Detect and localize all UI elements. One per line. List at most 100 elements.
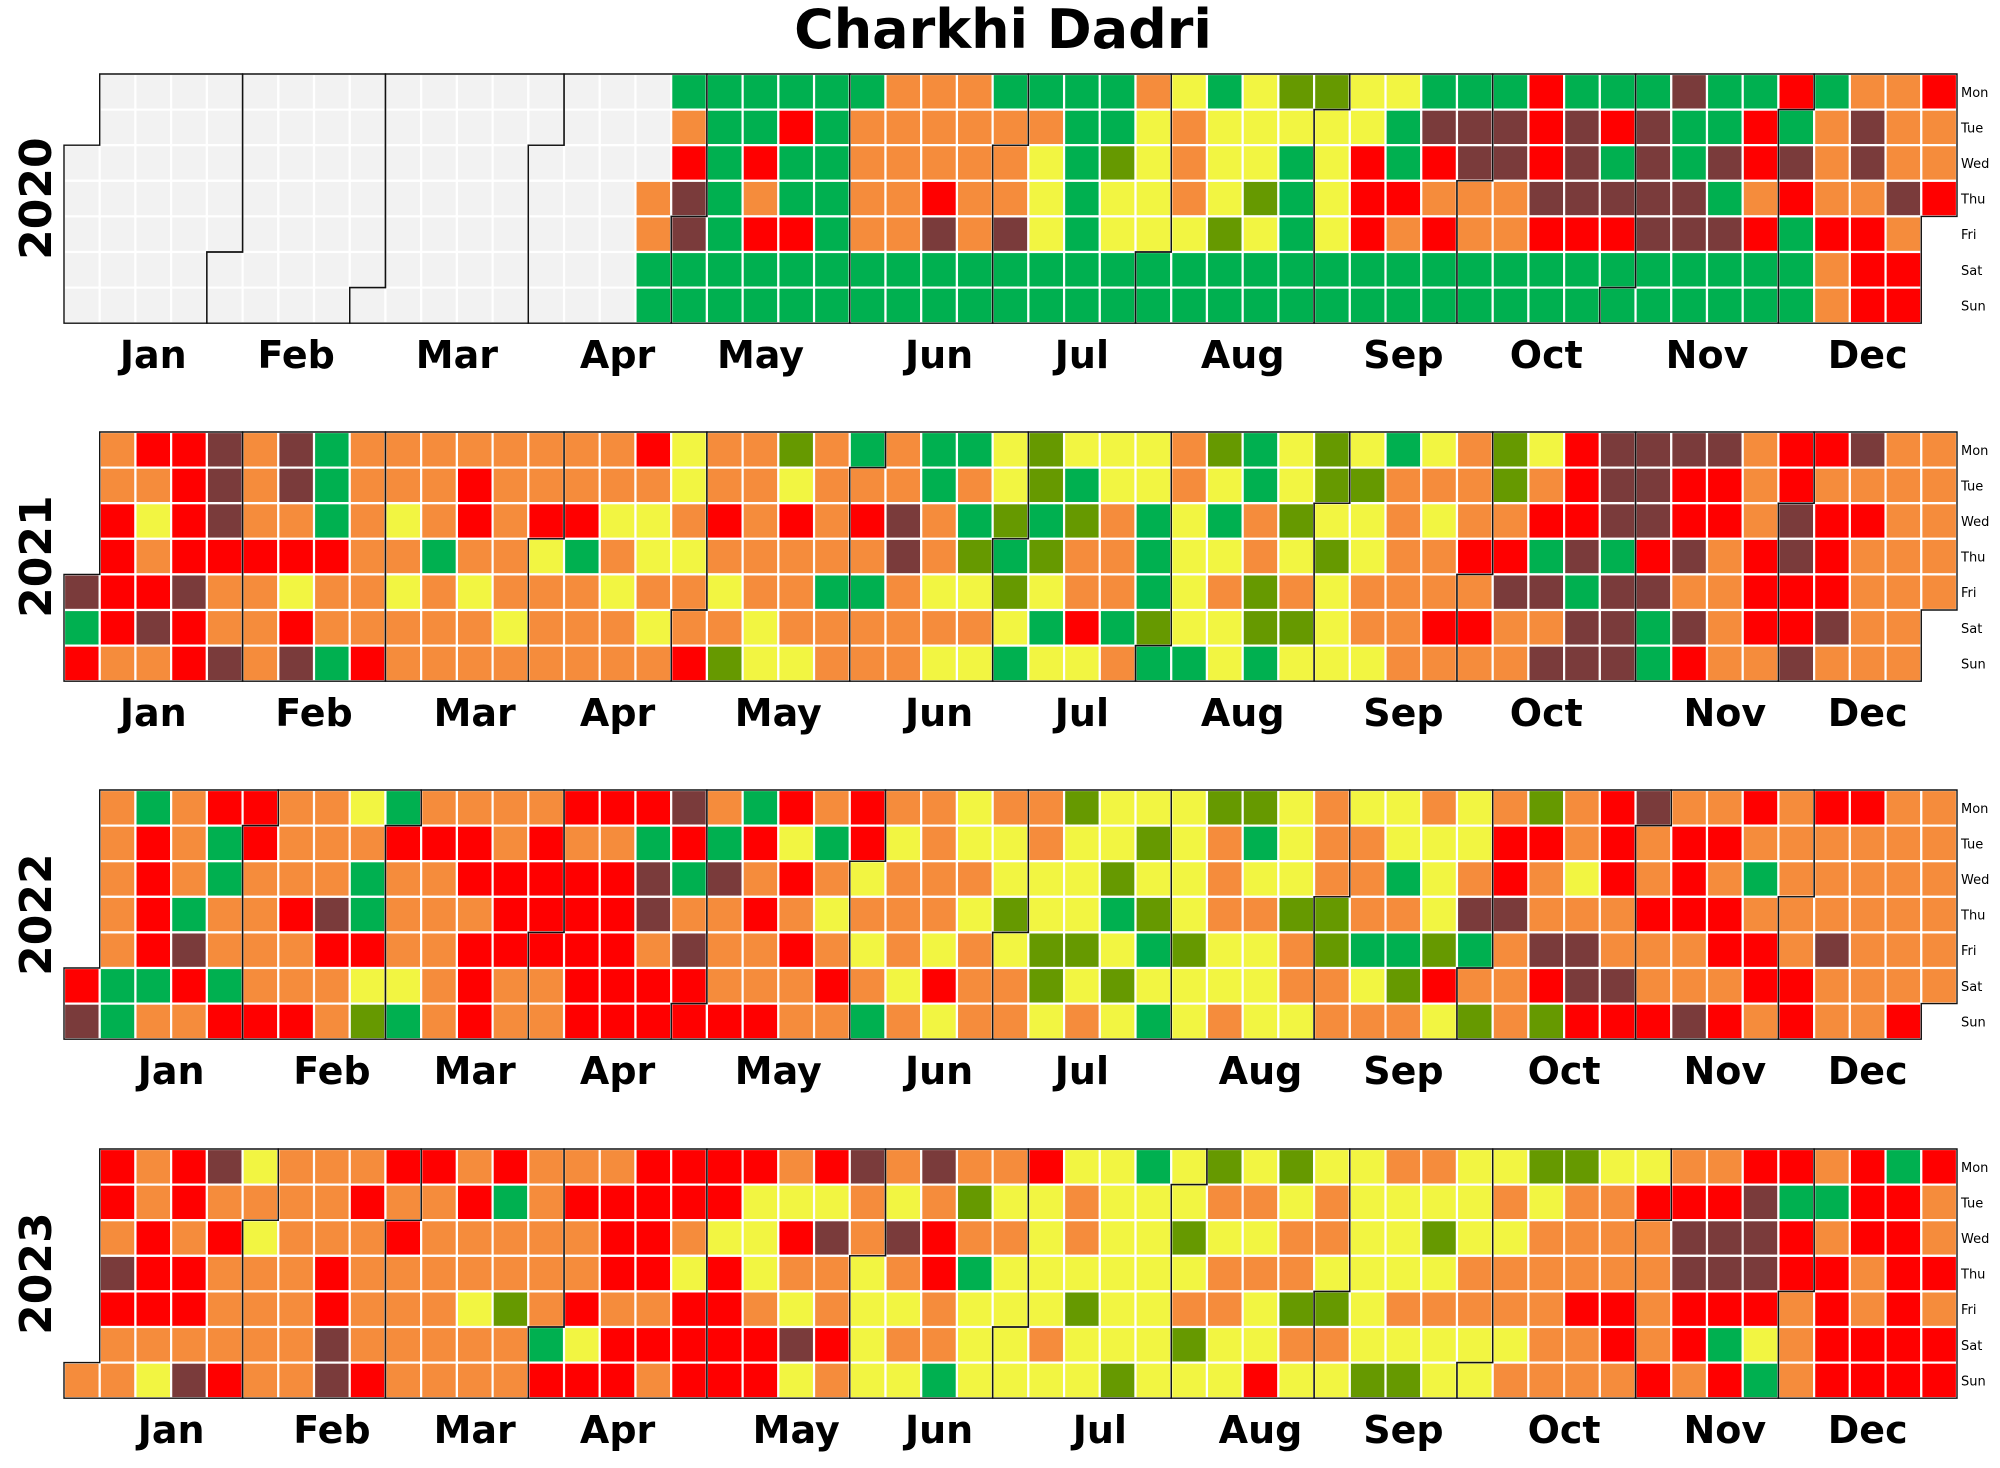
day-cell (170, 608, 208, 647)
day-cell (241, 824, 280, 863)
day-cell (991, 1147, 1030, 1186)
day-cell (1134, 466, 1173, 505)
day-cell (1384, 537, 1423, 576)
day-cell (1455, 502, 1494, 540)
day-cell (920, 72, 959, 111)
day-cell (170, 1254, 208, 1293)
day-cell (920, 895, 959, 934)
day-cell (1741, 179, 1780, 218)
day-cell (1920, 1219, 1959, 1257)
day-cell (634, 1219, 673, 1257)
day-cell (1527, 824, 1566, 863)
day-cell (1884, 788, 1923, 827)
day-cell (1205, 72, 1244, 111)
month-label: Dec (1828, 691, 1908, 735)
day-cell (1170, 537, 1209, 576)
day-cell (812, 502, 851, 540)
day-cell (312, 286, 351, 325)
day-cell (1134, 1147, 1173, 1186)
day-cell (562, 430, 601, 469)
day-cell (1920, 72, 1959, 111)
day-cell (598, 1361, 637, 1400)
day-cell (1277, 1361, 1316, 1400)
weekday-label: Sun (1961, 1374, 1986, 1389)
day-cell (455, 466, 494, 505)
day-cell (1491, 1254, 1530, 1293)
day-cell (1312, 966, 1351, 1005)
day-cell (1741, 215, 1780, 254)
day-cell (920, 1002, 959, 1041)
day-cell (205, 1254, 244, 1293)
day-cell (1884, 215, 1923, 254)
day-cell (1491, 250, 1530, 289)
day-cell (134, 824, 173, 863)
day-cell (1527, 537, 1566, 576)
day-cell (1884, 430, 1923, 469)
day-cell (1420, 1219, 1459, 1257)
day-cell (1098, 250, 1137, 289)
day-cell (848, 1254, 887, 1293)
day-cell (920, 824, 959, 863)
day-cell (634, 179, 673, 218)
day-cell (241, 860, 280, 898)
day-cell (420, 72, 458, 111)
day-cell (1170, 608, 1209, 647)
day-cell (455, 966, 494, 1005)
day-cell (777, 1147, 816, 1186)
day-cell (1705, 1290, 1744, 1329)
day-cell (1420, 108, 1459, 147)
month-label: Aug (1219, 1408, 1303, 1452)
day-cell (384, 1325, 423, 1364)
day-cell (1563, 108, 1601, 147)
day-cell (705, 502, 744, 540)
day-cell (777, 824, 816, 863)
day-cell (312, 215, 351, 254)
day-cell (1205, 824, 1244, 863)
day-cell (741, 1183, 780, 1222)
day-cell (1098, 644, 1137, 683)
day-cell (884, 430, 923, 469)
day-cell (1670, 430, 1709, 469)
day-cell (1384, 286, 1423, 325)
day-cell (98, 824, 137, 863)
day-cell (134, 895, 173, 934)
day-cell (420, 860, 458, 898)
day-cell (1491, 1325, 1530, 1364)
day-cell (1563, 1325, 1601, 1364)
day-cell (848, 144, 887, 182)
day-cell (1455, 286, 1494, 325)
day-cell (1527, 608, 1566, 647)
day-cell (527, 860, 566, 898)
day-cell (884, 931, 923, 970)
day-cell (1205, 286, 1244, 325)
day-cell (1777, 144, 1816, 182)
day-cell (1491, 108, 1530, 147)
day-cell (170, 144, 208, 182)
day-cell (777, 466, 816, 505)
day-cell (812, 1290, 851, 1329)
day-cell (1670, 179, 1709, 218)
day-cell (812, 430, 851, 469)
day-cell (812, 1219, 851, 1257)
day-cell (670, 250, 709, 289)
day-cell (1277, 108, 1316, 147)
day-cell (1777, 824, 1816, 863)
day-cell (920, 1361, 959, 1400)
day-cell (1062, 286, 1101, 325)
day-cell (1563, 1219, 1601, 1257)
day-cell (1312, 250, 1351, 289)
day-cell (1563, 860, 1601, 898)
day-cell (1027, 250, 1066, 289)
day-cell (455, 108, 494, 147)
day-cell (420, 644, 458, 683)
day-cell (1884, 608, 1923, 647)
day-cell (920, 215, 959, 254)
day-cell (1312, 144, 1351, 182)
day-cell (1062, 537, 1101, 576)
day-cell (1884, 72, 1923, 111)
day-cell (1134, 72, 1173, 111)
day-cell (1848, 1002, 1887, 1041)
day-cell (384, 824, 423, 863)
day-cell (920, 466, 959, 505)
day-cell (1741, 1254, 1780, 1293)
